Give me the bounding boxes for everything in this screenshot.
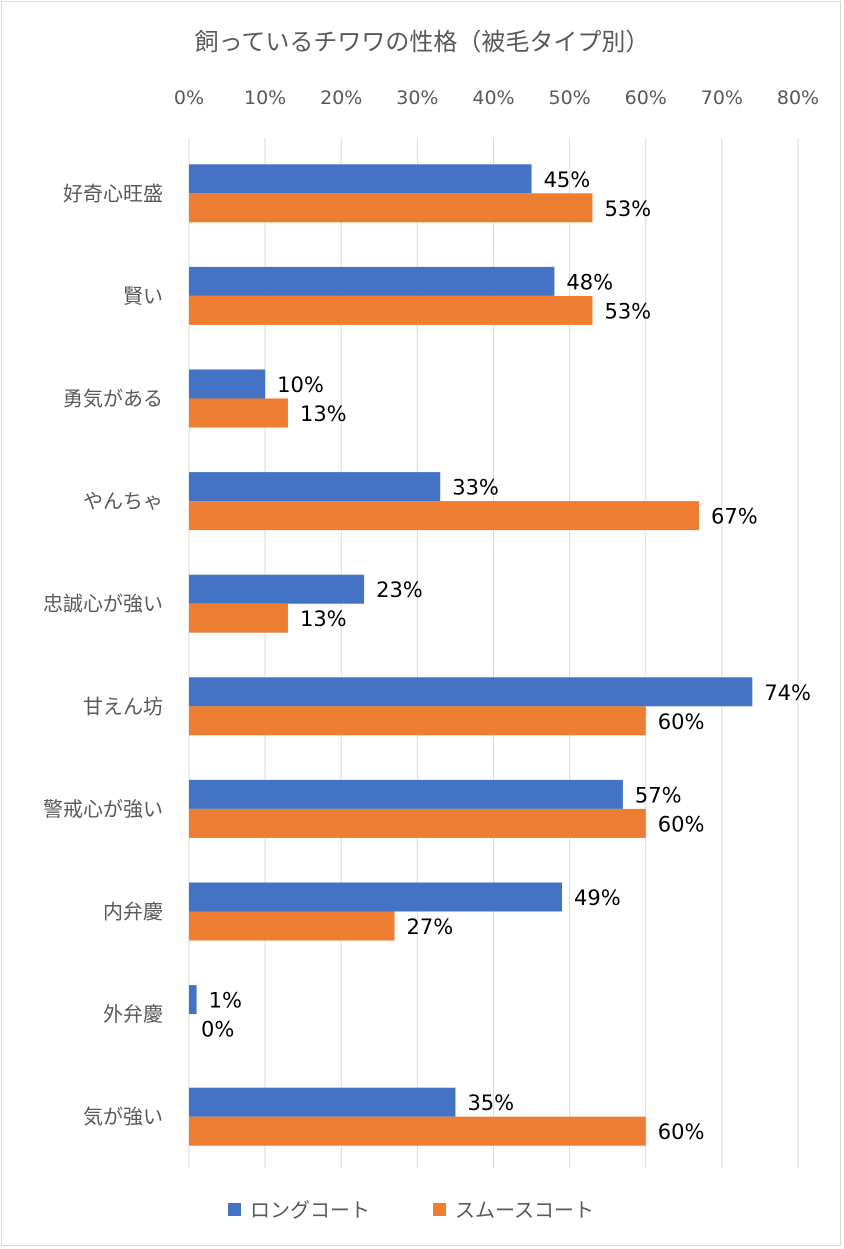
- data-label: 10%: [277, 373, 324, 397]
- bar-smooth-coat: [189, 603, 288, 633]
- chart-title: 飼っているチワワの性格（被毛タイプ別）: [195, 28, 650, 56]
- data-label: 45%: [544, 168, 591, 192]
- category-label: 外弁慶: [103, 1002, 163, 1026]
- bar-long-coat: [189, 985, 197, 1015]
- data-label: 57%: [635, 783, 682, 807]
- x-tick-label: 0%: [174, 87, 204, 109]
- bar-long-coat: [189, 677, 753, 707]
- x-tick-label: 50%: [549, 87, 591, 109]
- category-label: 賢い: [123, 284, 163, 308]
- bar-smooth-coat: [189, 295, 593, 325]
- data-label: 53%: [604, 299, 651, 323]
- legend-label: スムースコート: [455, 1198, 594, 1222]
- bar-long-coat: [189, 1087, 456, 1117]
- bar-smooth-coat: [189, 398, 288, 428]
- bar-long-coat: [189, 164, 532, 194]
- category-label: 警戒心が強い: [43, 797, 163, 821]
- data-label: 74%: [764, 681, 811, 705]
- bar-long-coat: [189, 472, 441, 502]
- data-label: 13%: [300, 607, 347, 631]
- category-label: 忠誠心が強い: [43, 592, 163, 616]
- x-tick-label: 20%: [320, 87, 362, 109]
- data-label: 27%: [407, 915, 454, 939]
- bar-long-coat: [189, 266, 555, 296]
- data-label: 13%: [300, 402, 347, 426]
- x-tick-label: 30%: [396, 87, 438, 109]
- x-tick-label: 40%: [472, 87, 514, 109]
- bar-smooth-coat: [189, 193, 593, 223]
- data-label: 60%: [658, 1120, 705, 1144]
- x-tick-label: 60%: [625, 87, 667, 109]
- legend-swatch: [228, 1203, 241, 1216]
- data-label: 48%: [566, 270, 613, 294]
- bar-long-coat: [189, 574, 365, 604]
- bar-long-coat: [189, 779, 623, 809]
- bar-smooth-coat: [189, 501, 700, 531]
- data-label: 23%: [376, 578, 423, 602]
- category-label: 気が強い: [83, 1105, 163, 1129]
- data-label: 1%: [209, 989, 242, 1013]
- data-label: 60%: [658, 812, 705, 836]
- data-label: 49%: [574, 886, 621, 910]
- category-label: 甘えん坊: [83, 694, 163, 718]
- bar-smooth-coat: [189, 911, 395, 941]
- bar-smooth-coat: [189, 1116, 646, 1146]
- data-label: 53%: [604, 197, 651, 221]
- bar-smooth-coat: [189, 808, 646, 838]
- data-label: 60%: [658, 710, 705, 734]
- x-tick-label: 80%: [777, 87, 819, 109]
- category-label: 内弁慶: [103, 900, 163, 924]
- legend-swatch: [433, 1203, 446, 1216]
- data-label: 33%: [452, 476, 499, 500]
- x-tick-label: 10%: [244, 87, 286, 109]
- legend-label: ロングコート: [250, 1198, 370, 1222]
- category-label: 好奇心旺盛: [63, 181, 163, 205]
- data-label: 35%: [467, 1091, 514, 1115]
- data-label: 0%: [201, 1018, 234, 1042]
- category-label: 勇気がある: [63, 387, 163, 411]
- bar-smooth-coat: [189, 706, 646, 736]
- category-label: やんちゃ: [83, 489, 163, 513]
- data-label: 67%: [711, 505, 758, 529]
- bar-long-coat: [189, 882, 563, 912]
- bar-long-coat: [189, 369, 266, 399]
- x-tick-label: 70%: [701, 87, 743, 109]
